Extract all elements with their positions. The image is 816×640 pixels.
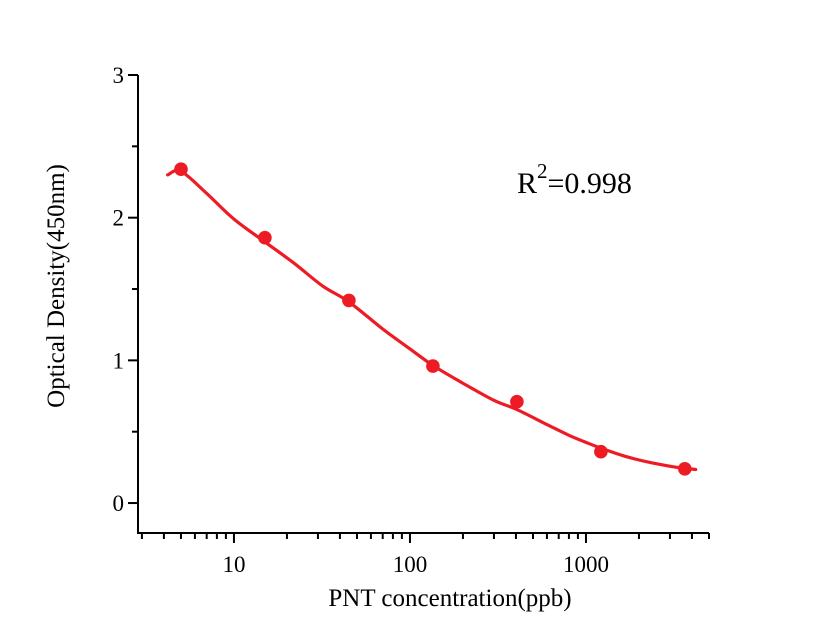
y-tick-label: 1 xyxy=(113,348,125,373)
tick-labels: 0 1 2 3 10 100 1000 xyxy=(113,63,609,577)
y-tick-label: 3 xyxy=(113,63,125,88)
data-point xyxy=(678,462,692,476)
x-axis-title: PNT concentration(ppb) xyxy=(328,585,571,612)
y-tick-label: 0 xyxy=(113,491,125,516)
y-tick-label: 2 xyxy=(113,206,125,231)
x-tick-label: 10 xyxy=(222,552,245,577)
x-tick-label: 100 xyxy=(393,552,428,577)
r-squared-base: R xyxy=(517,167,537,200)
fit-curve xyxy=(166,168,698,472)
axes xyxy=(137,75,709,534)
r-squared-annotation: R2=0.998 xyxy=(517,159,632,200)
data-point xyxy=(426,359,440,373)
data-point xyxy=(510,394,524,409)
data-point xyxy=(342,293,356,308)
axis-ticks xyxy=(128,74,710,543)
data-point xyxy=(594,444,608,459)
x-tick-label: 1000 xyxy=(563,552,609,577)
fit-curve-path xyxy=(166,168,698,472)
r-squared-exponent: 2 xyxy=(537,159,548,183)
data-points xyxy=(174,162,692,476)
data-point xyxy=(258,230,272,245)
r-squared-value: =0.998 xyxy=(548,167,632,200)
y-axis-title: Optical Density(450nm) xyxy=(43,164,70,408)
data-point xyxy=(174,162,188,176)
